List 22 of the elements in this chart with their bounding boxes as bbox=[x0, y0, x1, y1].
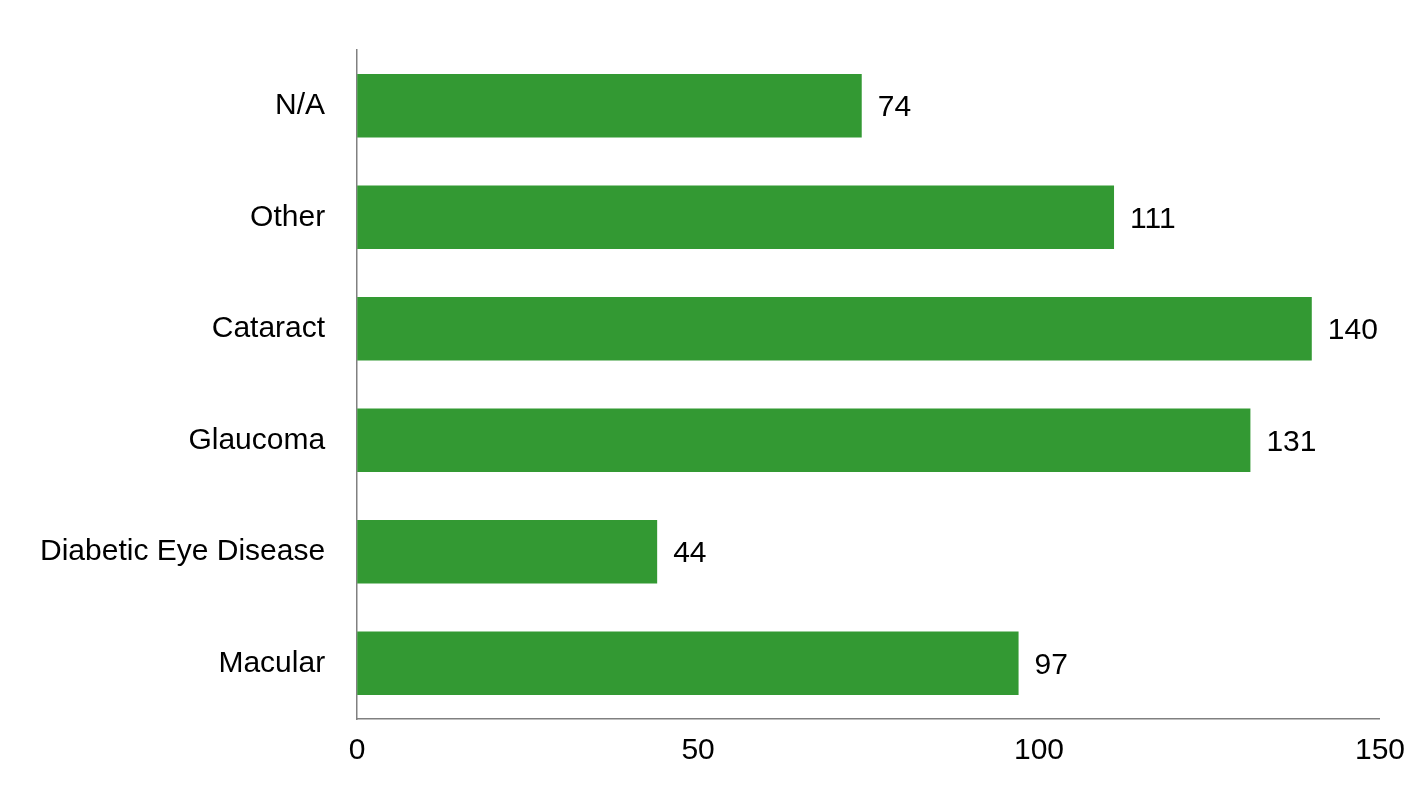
bar bbox=[357, 519, 658, 584]
y-tick-label: Other bbox=[250, 198, 326, 232]
bar bbox=[357, 185, 1115, 250]
data-label: 140 bbox=[1327, 312, 1378, 346]
data-label: 131 bbox=[1266, 423, 1317, 457]
y-tick-label: Macular bbox=[218, 644, 326, 678]
y-tick-label: Glaucoma bbox=[188, 421, 326, 455]
x-tick-label: 50 bbox=[681, 732, 715, 766]
x-tick-label: 150 bbox=[1354, 732, 1405, 766]
bar bbox=[357, 631, 1019, 696]
data-label: 111 bbox=[1130, 200, 1176, 234]
y-tick-label: Diabetic Eye Disease bbox=[39, 533, 326, 567]
bar bbox=[357, 296, 1312, 361]
bar bbox=[357, 73, 862, 138]
x-tick-label: 0 bbox=[348, 732, 366, 766]
bar bbox=[357, 408, 1251, 473]
y-tick-label: Cataract bbox=[211, 310, 326, 344]
x-tick-label: 100 bbox=[1013, 732, 1065, 766]
y-tick-label: N/A bbox=[275, 87, 326, 121]
data-label: 74 bbox=[877, 89, 912, 123]
data-label: 97 bbox=[1034, 646, 1068, 680]
data-label: 44 bbox=[673, 535, 707, 569]
